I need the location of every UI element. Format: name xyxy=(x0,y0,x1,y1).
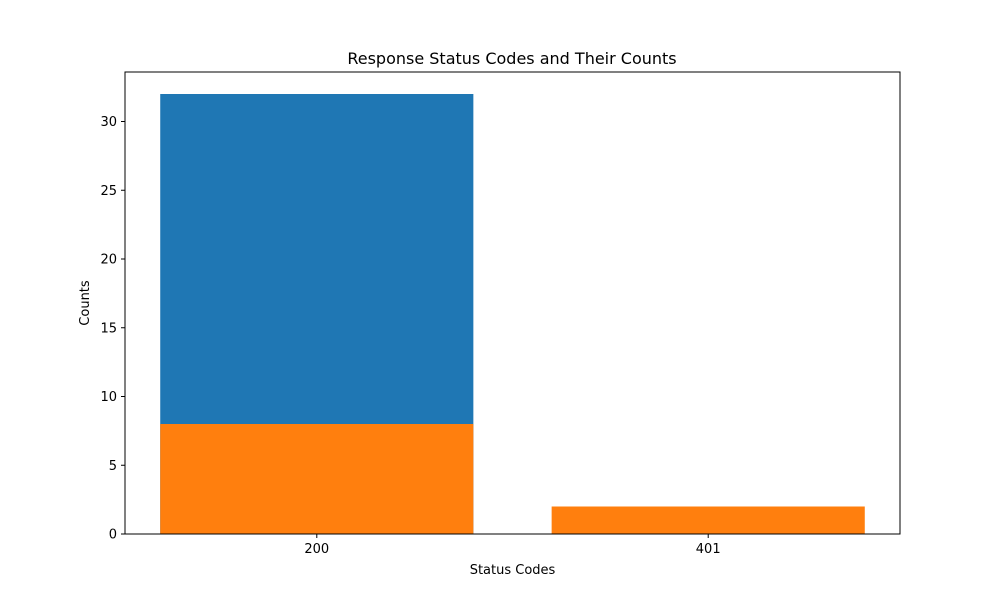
y-tick-label: 10 xyxy=(100,390,117,405)
bar-series1-200 xyxy=(160,424,474,534)
x-tick-label: 401 xyxy=(696,542,721,557)
y-axis-label: Counts xyxy=(78,280,93,326)
y-tick-label: 0 xyxy=(109,528,117,543)
plot-frame xyxy=(124,71,901,535)
x-tick-label: 200 xyxy=(304,542,329,557)
y-axis: 0 5 10 15 20 25 30 xyxy=(100,115,125,543)
bars-group xyxy=(160,94,865,534)
x-axis: 200 401 xyxy=(304,534,721,557)
bar-series1-401 xyxy=(551,506,865,534)
y-tick-label: 15 xyxy=(100,321,117,336)
y-tick-label: 30 xyxy=(100,115,117,130)
y-tick-label: 25 xyxy=(100,184,117,199)
x-axis-label: Status Codes xyxy=(470,563,556,578)
y-tick-label: 5 xyxy=(109,459,117,474)
y-tick-label: 20 xyxy=(100,253,117,268)
chart-title: Response Status Codes and Their Counts xyxy=(347,49,676,68)
